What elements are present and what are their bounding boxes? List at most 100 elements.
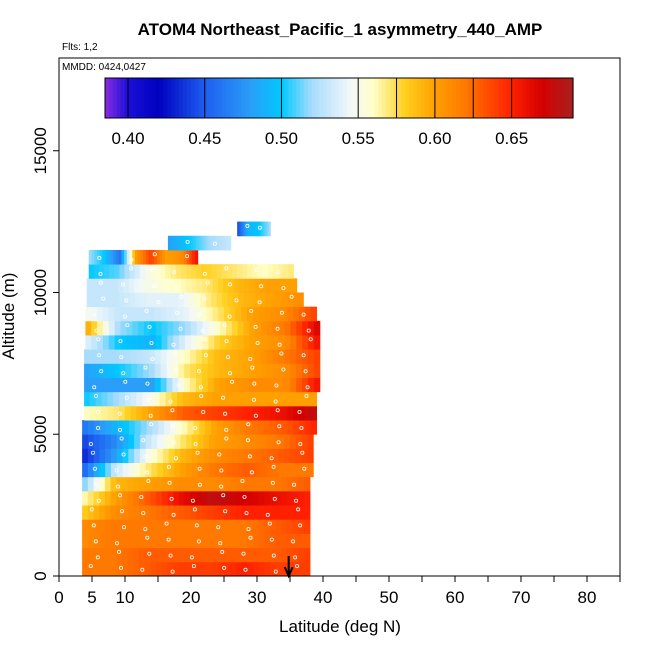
sample-point <box>216 525 221 530</box>
colorbar-swatch <box>186 78 192 118</box>
heatmap-cell <box>161 519 169 534</box>
heatmap-cell <box>175 264 182 279</box>
sample-point <box>271 464 276 469</box>
heatmap-cell <box>108 335 116 350</box>
x-tick-label: 20 <box>182 588 201 607</box>
sample-point <box>125 323 130 328</box>
heatmap-cell <box>95 377 103 393</box>
sample-point <box>171 440 176 445</box>
heatmap-cell <box>87 420 95 435</box>
heatmap-cell <box>296 363 303 378</box>
heatmap-row <box>84 377 321 393</box>
heatmap-cell <box>119 377 126 393</box>
heatmap-cell <box>144 278 151 293</box>
sample-point <box>250 365 255 370</box>
heatmap-cell <box>160 278 167 293</box>
heatmap-row <box>82 490 311 506</box>
heatmap-cell <box>292 420 300 435</box>
heatmap-cell <box>85 335 92 350</box>
heatmap-cell <box>188 235 191 251</box>
heatmap-cell <box>298 476 305 492</box>
heatmap-cell <box>225 335 233 350</box>
heatmap-cell <box>304 505 311 520</box>
heatmap-row <box>88 249 199 265</box>
heatmap-cell <box>93 533 100 549</box>
heatmap-cell <box>180 448 187 464</box>
heatmap-cell <box>139 278 146 293</box>
heatmap-row <box>82 420 317 435</box>
heatmap-cell <box>230 519 237 534</box>
heatmap-cell <box>264 221 266 237</box>
sample-point <box>273 399 278 404</box>
heatmap-cell <box>287 505 294 520</box>
heatmap-cell <box>226 448 233 464</box>
heatmap-cell <box>244 278 250 293</box>
sample-point <box>116 484 121 489</box>
heatmap-cell <box>166 377 174 393</box>
sample-point <box>224 266 229 271</box>
heatmap-cell <box>239 221 242 237</box>
heatmap-cell <box>161 561 169 577</box>
heatmap-cell <box>104 519 112 534</box>
heatmap-cell <box>191 448 199 464</box>
heatmap-cell <box>195 561 203 577</box>
heatmap-cell <box>290 434 297 449</box>
sample-point <box>294 498 299 503</box>
heatmap-cell <box>117 420 124 435</box>
heatmap-cell <box>110 448 118 464</box>
heatmap-cell <box>264 405 271 421</box>
sample-point <box>279 310 284 315</box>
heatmap-cell <box>292 533 300 549</box>
heatmap-cell <box>192 235 196 251</box>
heatmap-cell <box>254 278 261 293</box>
sample-point <box>248 356 253 361</box>
heatmap-cell <box>105 434 112 449</box>
heatmap-cell <box>105 448 112 464</box>
colorbar-swatch <box>339 78 344 118</box>
heatmap-cell <box>302 363 309 378</box>
heatmap-cell <box>82 448 89 464</box>
heatmap-cell <box>128 278 135 293</box>
heatmap-cell <box>307 349 315 364</box>
heatmap-cell <box>99 462 106 478</box>
heatmap-cell <box>196 235 199 251</box>
colorbar-swatch <box>420 78 426 118</box>
heatmap-cell <box>151 448 158 464</box>
heatmap-cell <box>217 278 224 293</box>
heatmap-cell <box>259 292 266 308</box>
sample-point <box>143 365 148 370</box>
heatmap-cell <box>292 505 300 520</box>
heatmap-cell <box>218 476 226 492</box>
sample-point <box>270 480 275 485</box>
heatmap-cell <box>231 264 238 279</box>
heatmap-cell <box>252 221 255 237</box>
heatmap-cell <box>261 320 268 336</box>
heatmap-cell <box>134 434 141 449</box>
heatmap-cell <box>270 306 277 322</box>
sample-point <box>203 353 208 358</box>
sample-point <box>274 383 279 388</box>
heatmap-cell <box>265 221 267 237</box>
heatmap-cell <box>177 235 180 251</box>
colorbar-swatch <box>292 78 297 118</box>
heatmap-cell <box>180 462 187 478</box>
sample-point <box>277 424 282 429</box>
heatmap-cell <box>178 561 186 577</box>
heatmap-cell <box>167 292 174 308</box>
heatmap-cell <box>99 519 106 534</box>
heatmap-cell <box>254 292 261 308</box>
heatmap-cell <box>194 405 201 421</box>
heatmap-cell <box>190 476 197 492</box>
heatmap-cell <box>260 349 268 364</box>
heatmap-cell <box>226 462 233 478</box>
colorbar-swatch <box>296 78 301 118</box>
colorbar-swatch <box>409 78 414 118</box>
sample-point <box>301 353 306 358</box>
sample-point <box>304 393 309 398</box>
heatmap-cell <box>261 448 268 464</box>
heatmap-cell <box>182 405 190 421</box>
heatmap-cell <box>237 349 244 364</box>
heatmap-cell <box>235 533 243 549</box>
heatmap-cell <box>287 405 294 421</box>
heatmap-cell <box>214 462 222 478</box>
